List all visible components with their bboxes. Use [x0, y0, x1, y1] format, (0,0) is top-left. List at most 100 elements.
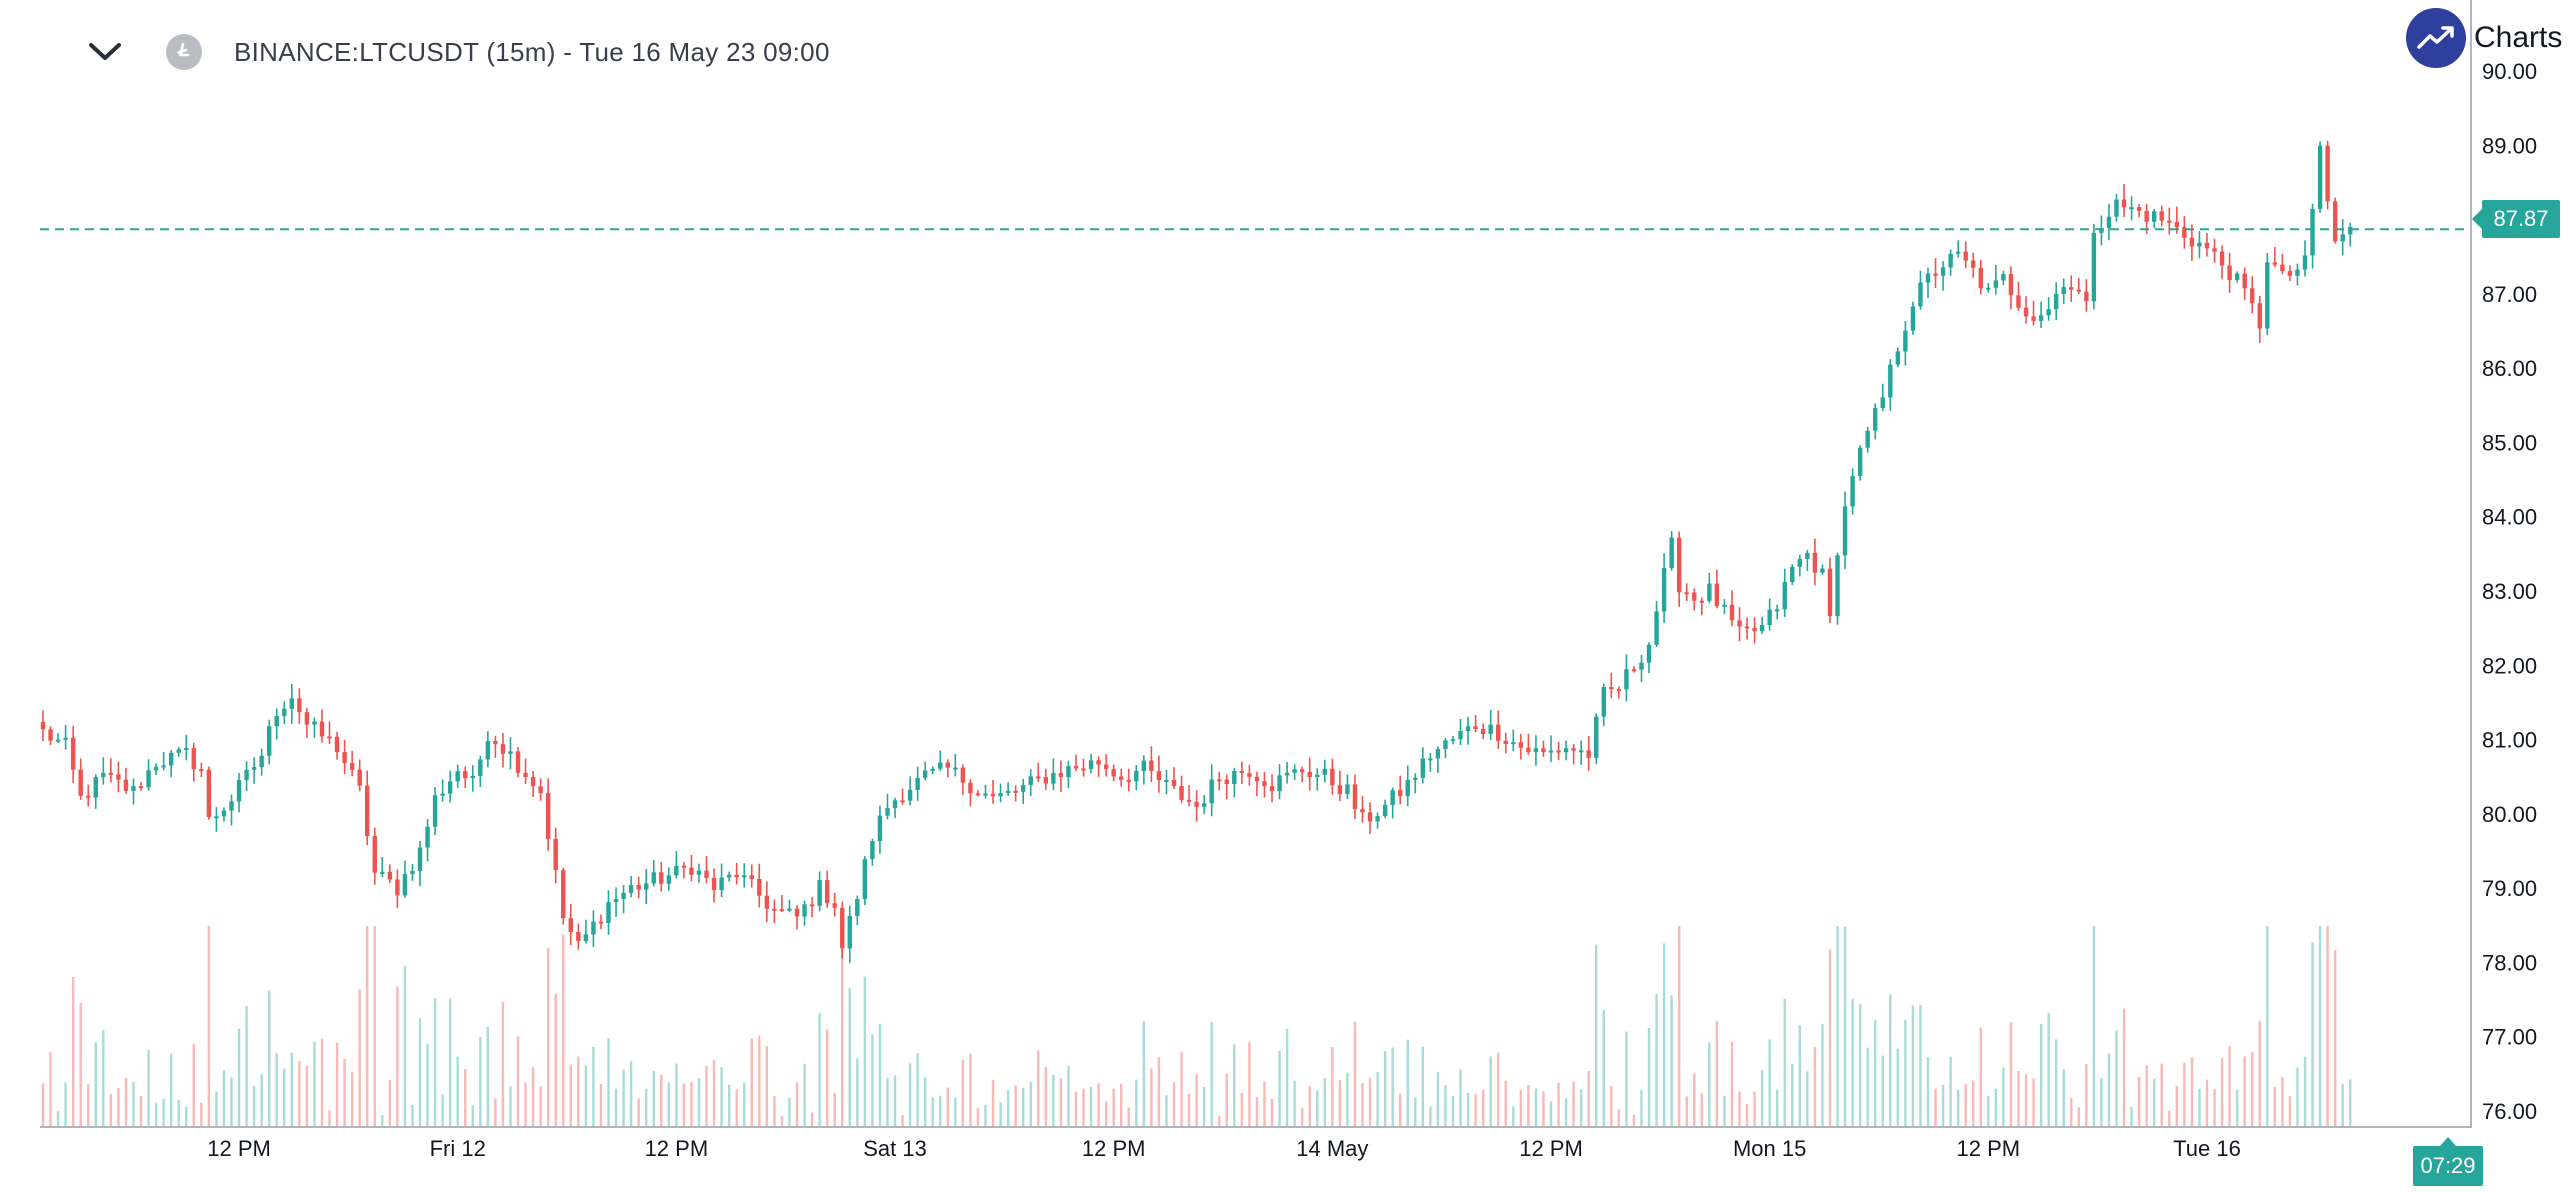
- volume-bar: [2002, 1067, 2005, 1126]
- volume-bar: [705, 1065, 708, 1126]
- volume-bar: [1564, 1098, 1568, 1126]
- candle-body: [1850, 476, 1855, 507]
- volume-bar: [1768, 1039, 1771, 1126]
- candle-body: [1299, 769, 1305, 772]
- x-tick-label: 14 May: [1296, 1136, 1368, 1161]
- candle-body: [1744, 626, 1750, 629]
- candle-body: [289, 698, 295, 709]
- volume-bar: [87, 1084, 90, 1126]
- y-tick-label: 87.00: [2482, 282, 2537, 307]
- time-axis[interactable]: 12 PM Fri 12 12 PM Sat 13 12 PM 14 May 12 PM Mo…: [207, 1136, 2241, 1161]
- candle-body: [1435, 749, 1441, 759]
- candle-body: [1224, 779, 1229, 784]
- candle-body: [349, 763, 355, 770]
- volume-bar: [1700, 1093, 1703, 1126]
- volume-bar: [335, 1042, 339, 1126]
- volume-bar: [856, 1058, 859, 1126]
- y-tick-label: 76.00: [2482, 1099, 2537, 1124]
- candle-body: [2219, 251, 2225, 266]
- candle-body: [410, 870, 415, 875]
- volume-bar: [1534, 1088, 1538, 1126]
- volume-bar: [501, 1001, 505, 1126]
- candle-body: [1073, 766, 1079, 769]
- volume-bar: [456, 1056, 459, 1126]
- candle-body: [561, 870, 566, 919]
- candle-body: [1413, 777, 1418, 780]
- candle-body: [1496, 724, 1501, 741]
- collapse-chevron-icon[interactable]: [80, 28, 130, 76]
- volume-bar: [305, 1066, 309, 1126]
- candle-body: [78, 769, 83, 796]
- volume-bar: [1225, 1073, 1228, 1126]
- volume-bar: [1579, 1088, 1583, 1126]
- candle-body: [101, 772, 106, 778]
- volume-bar: [599, 1083, 603, 1126]
- candle-body: [1458, 730, 1463, 740]
- candle-body: [1322, 768, 1327, 775]
- candle-body: [1842, 506, 1848, 556]
- candle-body: [432, 795, 438, 827]
- candle-body: [1398, 790, 1403, 797]
- volume-bar: [102, 1030, 105, 1126]
- volume-bar: [1625, 1031, 1628, 1126]
- volume-bar: [531, 1067, 535, 1126]
- volume-bar: [1353, 1021, 1357, 1126]
- candle-body: [938, 762, 943, 769]
- candle-body: [2332, 201, 2338, 242]
- volume-bar: [795, 1082, 799, 1126]
- candle-body: [2038, 315, 2044, 321]
- candle-body: [1903, 330, 1908, 352]
- volume-bar: [1610, 1085, 1613, 1126]
- volume-bar: [479, 1036, 482, 1126]
- volume-bar: [2220, 1057, 2224, 1126]
- candle-body: [1986, 287, 1991, 290]
- volume-bar: [192, 1043, 195, 1126]
- candle-body: [2136, 207, 2142, 211]
- volume-bar: [1097, 1083, 1100, 1126]
- volume-bar: [1104, 1101, 1108, 1126]
- volume-bar: [931, 1097, 934, 1126]
- volume-bar: [1029, 1082, 1032, 1126]
- candle-body: [666, 875, 672, 884]
- candle-body: [1865, 430, 1870, 448]
- volume-bar: [969, 1053, 972, 1126]
- candle-body: [1676, 537, 1682, 593]
- volume-bar: [418, 1018, 422, 1126]
- candle-body: [508, 751, 513, 754]
- candle-body: [1307, 771, 1312, 777]
- candle-body: [184, 748, 189, 751]
- volume-bar: [1527, 1084, 1530, 1126]
- candle-body: [1292, 769, 1297, 773]
- candle-body: [1058, 772, 1064, 778]
- volume-bar: [124, 1078, 128, 1126]
- candle-body: [772, 908, 777, 911]
- candle-body: [1209, 779, 1214, 804]
- volume-bar: [893, 1075, 897, 1126]
- volume-bar: [2303, 1056, 2307, 1126]
- volume-bar: [56, 1110, 60, 1126]
- candle-body: [1940, 267, 1946, 276]
- candle-body: [591, 921, 596, 935]
- volume-bar: [1798, 1025, 1802, 1126]
- candle-body: [387, 871, 393, 880]
- candle-body: [1021, 784, 1026, 792]
- volume-bar: [697, 1078, 701, 1126]
- candle-body: [1201, 803, 1207, 807]
- volume-bar: [1776, 1089, 1779, 1126]
- volume-bar: [366, 926, 369, 1126]
- candle-body: [1337, 785, 1343, 795]
- candle-body: [2114, 199, 2119, 217]
- y-tick-label: 77.00: [2482, 1025, 2537, 1050]
- volume-bar: [260, 1074, 263, 1126]
- candle-body: [742, 875, 747, 878]
- volume-bar: [1112, 1088, 1115, 1126]
- candle-body: [500, 744, 506, 754]
- volume-bar: [1512, 1106, 1515, 1126]
- volume-bar: [373, 926, 376, 1126]
- volume-bar: [1466, 1092, 1470, 1126]
- candle-body: [726, 874, 732, 878]
- volume-bar: [1753, 1091, 1756, 1126]
- brand[interactable]: Charts p: [2406, 8, 2570, 68]
- volume-bar: [2266, 926, 2269, 1126]
